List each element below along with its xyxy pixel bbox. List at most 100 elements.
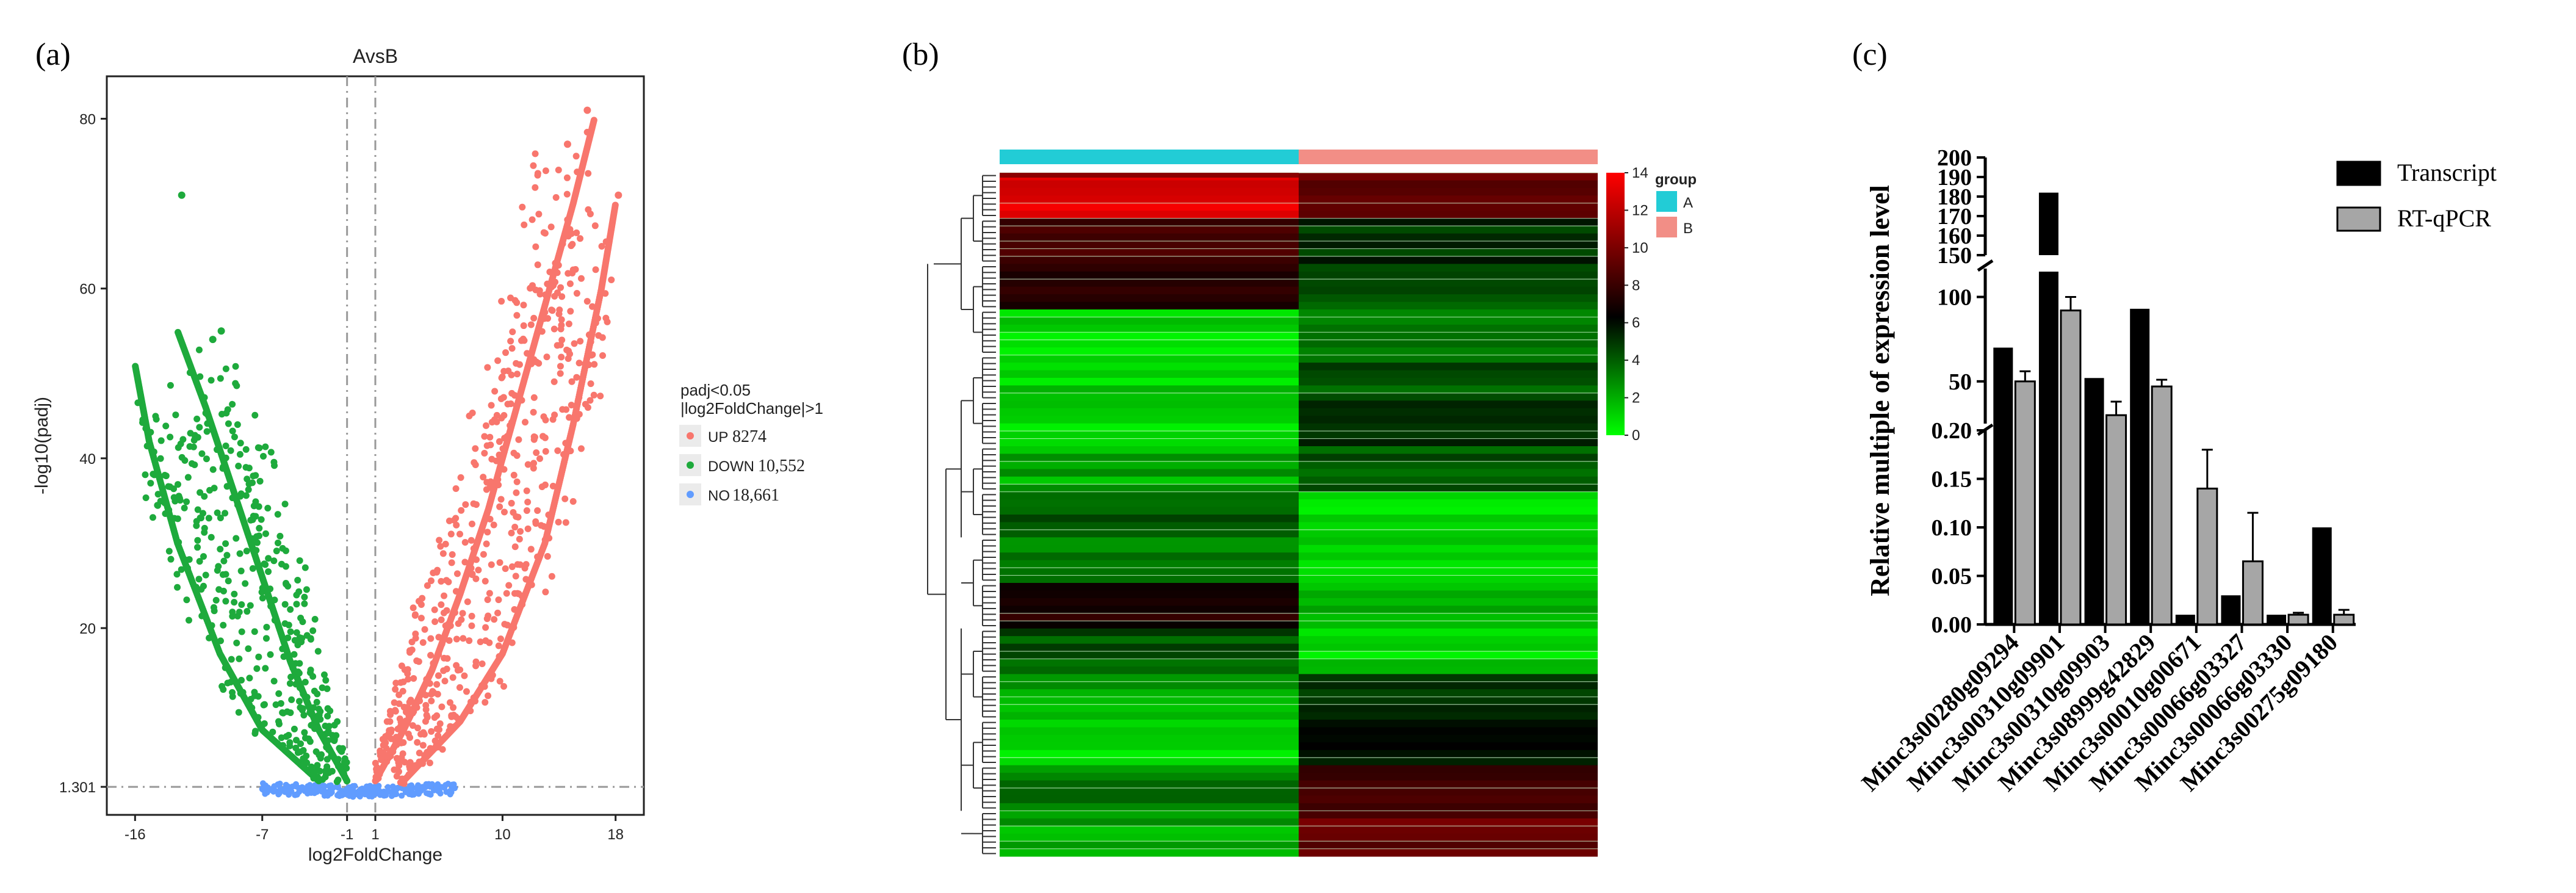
point-down [315, 706, 322, 713]
heat-cell-a [1000, 544, 1299, 553]
point-up [399, 775, 406, 783]
point-up [513, 478, 521, 485]
point-up [454, 667, 461, 674]
point-down [157, 437, 165, 444]
point-up [542, 416, 549, 424]
heat-cell-b [1299, 309, 1598, 317]
point-no [425, 790, 432, 797]
point-down [132, 363, 139, 370]
point-down [237, 567, 245, 574]
heat-cell-a [1000, 659, 1299, 667]
point-down [223, 552, 231, 559]
point-no [438, 784, 445, 790]
point-up [573, 374, 580, 381]
point-down [198, 450, 206, 457]
point-up [495, 482, 502, 489]
scale-tick-label: 14 [1632, 165, 1648, 181]
point-down [242, 492, 250, 499]
point-down [167, 433, 174, 441]
heat-cell-a [1000, 180, 1299, 189]
point-up [496, 503, 503, 510]
heat-cell-b [1299, 568, 1598, 576]
point-up [510, 624, 518, 631]
point-down [271, 462, 278, 469]
heat-cell-top [1000, 173, 1299, 178]
legend-count-no: 18,661 [732, 486, 779, 505]
point-down [217, 514, 224, 521]
heat-cell-a [1000, 720, 1299, 728]
point-up [524, 350, 531, 357]
point-down [236, 609, 243, 616]
point-up [546, 268, 554, 275]
point-no [450, 781, 457, 788]
heat-cell-a [1000, 826, 1299, 834]
point-up [548, 306, 555, 314]
heat-cell-a [1000, 218, 1299, 226]
point-down [172, 411, 179, 419]
point-down [228, 656, 235, 663]
point-down [149, 514, 156, 521]
point-down [157, 455, 164, 462]
point-up [453, 570, 461, 577]
point-down [222, 510, 229, 517]
point-up [437, 543, 444, 550]
point-down [323, 765, 331, 773]
point-down [313, 698, 320, 706]
point-up [522, 576, 530, 583]
point-up [542, 448, 549, 455]
point-up [428, 728, 435, 735]
heat-cell-b [1299, 180, 1598, 189]
point-up [472, 445, 479, 452]
heat-cell-b [1299, 841, 1598, 850]
point-down [195, 576, 203, 583]
point-down [262, 665, 269, 672]
point-up [566, 280, 574, 287]
point-up [440, 609, 447, 616]
point-no [327, 785, 334, 792]
point-down [251, 411, 259, 419]
point-up [427, 635, 435, 642]
point-up [433, 681, 441, 688]
point-up [419, 742, 427, 749]
point-up [552, 194, 560, 201]
point-up [536, 455, 544, 462]
heat-cell-b [1299, 355, 1598, 363]
point-down [220, 686, 227, 693]
heat-cell-b [1299, 339, 1598, 348]
point-up [468, 520, 475, 527]
point-down [196, 558, 203, 565]
point-down [322, 676, 330, 684]
point-up [530, 408, 537, 416]
point-no [409, 790, 416, 797]
point-down [303, 752, 310, 759]
point-up [480, 551, 487, 558]
point-up [554, 447, 561, 454]
point-down [231, 590, 238, 598]
point-up [514, 561, 521, 568]
point-down [284, 708, 291, 715]
point-down [229, 693, 236, 700]
point-up [519, 601, 526, 608]
point-down [269, 728, 276, 736]
heat-cell-a [1000, 317, 1299, 325]
heat-cell-b [1299, 454, 1598, 462]
heatmap: 0 2 4 6 8 10 12 14 group A B [927, 150, 1697, 857]
point-down [174, 584, 181, 591]
point-up [503, 433, 511, 440]
point-up [497, 395, 505, 402]
point-up [591, 361, 598, 368]
point-down [237, 690, 244, 697]
point-up [568, 230, 575, 237]
x-tick-label: 10 [494, 826, 511, 843]
point-no [262, 790, 269, 797]
panel-label-a: (a) [35, 37, 71, 72]
point-down [256, 524, 263, 532]
point-down [259, 595, 266, 602]
point-up [421, 626, 428, 633]
point-down [201, 394, 208, 401]
heat-cell-b [1299, 826, 1598, 834]
point-down [142, 425, 150, 432]
point-down [286, 680, 294, 687]
point-down [274, 511, 281, 518]
point-down [262, 443, 269, 450]
